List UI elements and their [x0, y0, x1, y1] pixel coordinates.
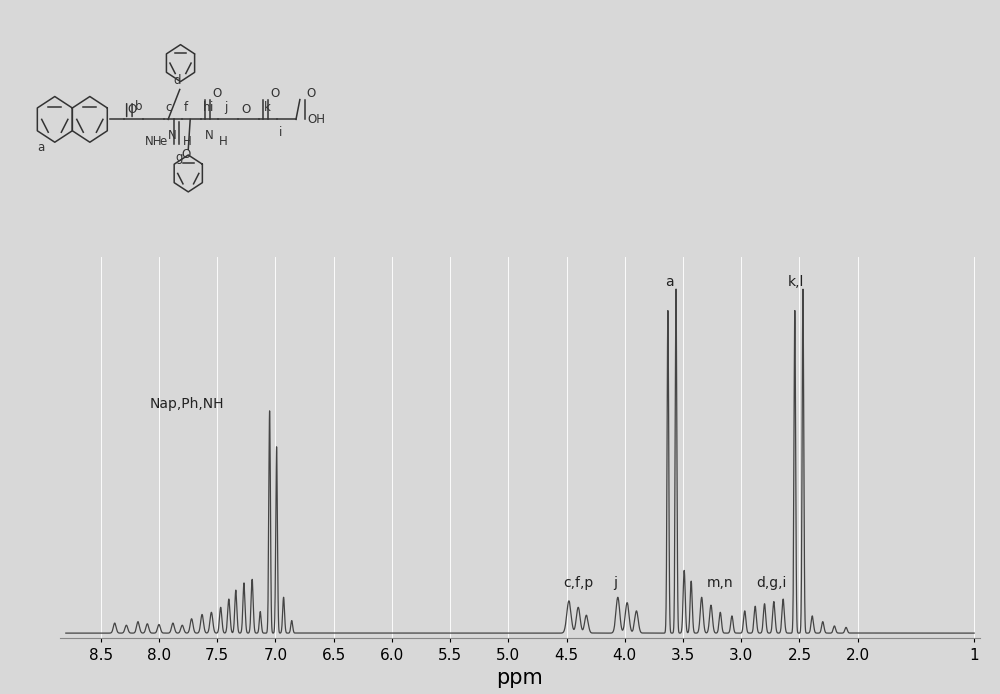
Text: Nap,Ph,NH: Nap,Ph,NH [150, 397, 224, 411]
Text: d,g,i: d,g,i [756, 576, 787, 590]
Text: H: H [182, 135, 191, 148]
Text: N: N [168, 129, 177, 142]
X-axis label: ppm: ppm [497, 668, 543, 688]
Text: f: f [184, 101, 188, 114]
Text: a: a [666, 275, 674, 289]
Text: g: g [175, 151, 182, 164]
Text: c,f,p: c,f,p [563, 576, 593, 590]
Text: j: j [225, 101, 228, 114]
Text: m,n: m,n [706, 576, 733, 590]
Text: O: O [241, 103, 250, 116]
Text: i: i [210, 101, 213, 114]
Text: e: e [159, 135, 166, 148]
Text: O: O [181, 148, 190, 161]
Text: a: a [38, 142, 45, 155]
Text: OH: OH [308, 113, 326, 126]
Text: b: b [135, 100, 143, 113]
Text: O: O [212, 87, 221, 100]
Text: O: O [307, 87, 316, 100]
Text: N: N [205, 129, 214, 142]
Text: H: H [219, 135, 228, 148]
Text: O: O [270, 87, 279, 100]
Text: k: k [264, 101, 271, 114]
Text: k,l: k,l [788, 275, 804, 289]
Text: NH: NH [145, 135, 162, 148]
Text: i: i [279, 126, 282, 139]
Text: O: O [127, 103, 137, 116]
Text: c: c [165, 101, 171, 114]
Text: d: d [173, 74, 180, 87]
Text: j: j [613, 576, 617, 590]
Text: h: h [203, 101, 210, 114]
